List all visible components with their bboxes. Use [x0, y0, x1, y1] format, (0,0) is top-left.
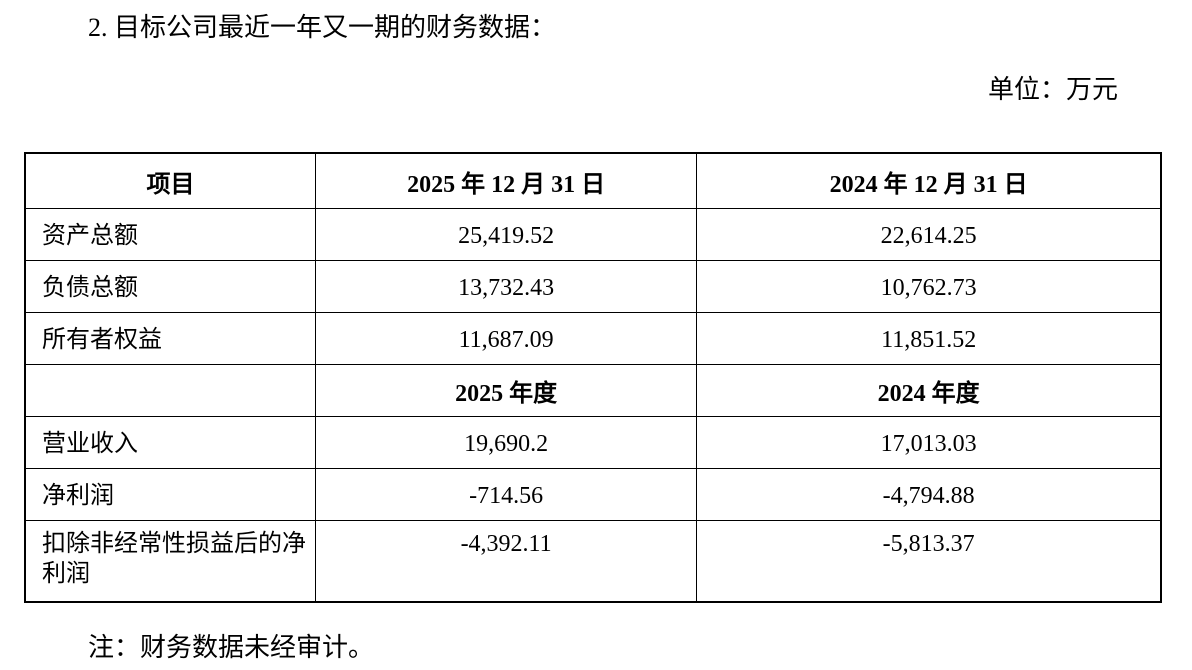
- column-header: 2025 年 12 月 31 日: [314, 152, 698, 209]
- cell-value: 11,851.52: [696, 312, 1162, 365]
- cell-value: -4,392.11: [314, 520, 698, 602]
- header-row: 项目 2025 年 12 月 31 日 2024 年 12 月 31 日: [24, 152, 1162, 209]
- cell-value: -714.56: [314, 468, 698, 521]
- cell-value: 22,614.25: [696, 208, 1162, 261]
- cell-value: 19,690.2: [314, 416, 698, 469]
- cell-value: 25,419.52: [314, 208, 698, 261]
- column-header: 2024 年 12 月 31 日: [696, 152, 1162, 209]
- row-label: 扣除非经常性损益后的净利润: [24, 520, 316, 602]
- cell-value: 10,762.73: [696, 260, 1162, 313]
- row-label: 所有者权益: [24, 312, 316, 365]
- cell-value: 13,732.43: [314, 260, 698, 313]
- table-row: 所有者权益 11,687.09 11,851.52: [24, 312, 1162, 365]
- subheader-row: 2025 年度 2024 年度: [24, 364, 1162, 417]
- empty-cell: [24, 364, 316, 417]
- title: 2. 目标公司最近一年又一期的财务数据：: [88, 13, 557, 42]
- cell-value: -4,794.88: [696, 468, 1162, 521]
- table-row: 扣除非经常性损益后的净利润 -4,392.11 -5,813.37: [24, 520, 1162, 602]
- note: 注：财务数据未经审计。: [88, 633, 375, 662]
- unit: 单位：万元: [987, 75, 1118, 104]
- row-label: 资产总额: [24, 208, 316, 261]
- column-header: 项目: [24, 152, 316, 209]
- cell-value: -5,813.37: [696, 520, 1162, 602]
- financial-table: 项目 2025 年 12 月 31 日 2024 年 12 月 31 日资产总额 25…: [24, 152, 1162, 603]
- table-row: 负债总额 13,732.43 10,762.73: [24, 260, 1162, 313]
- table-row: 净利润 -714.56 -4,794.88: [24, 468, 1162, 521]
- row-label: 净利润: [24, 468, 316, 521]
- cell-value: 11,687.09: [314, 312, 698, 365]
- table-row: 营业收入 19,690.2 17,013.03: [24, 416, 1162, 469]
- table-row: 资产总额 25,419.52 22,614.25: [24, 208, 1162, 261]
- subheader: 2025 年度: [314, 364, 698, 417]
- subheader: 2024 年度: [696, 364, 1162, 417]
- table-body: 项目 2025 年 12 月 31 日 2024 年 12 月 31 日资产总额 25…: [24, 152, 1162, 602]
- row-label: 负债总额: [24, 260, 316, 313]
- cell-value: 17,013.03: [696, 416, 1162, 469]
- row-label: 营业收入: [24, 416, 316, 469]
